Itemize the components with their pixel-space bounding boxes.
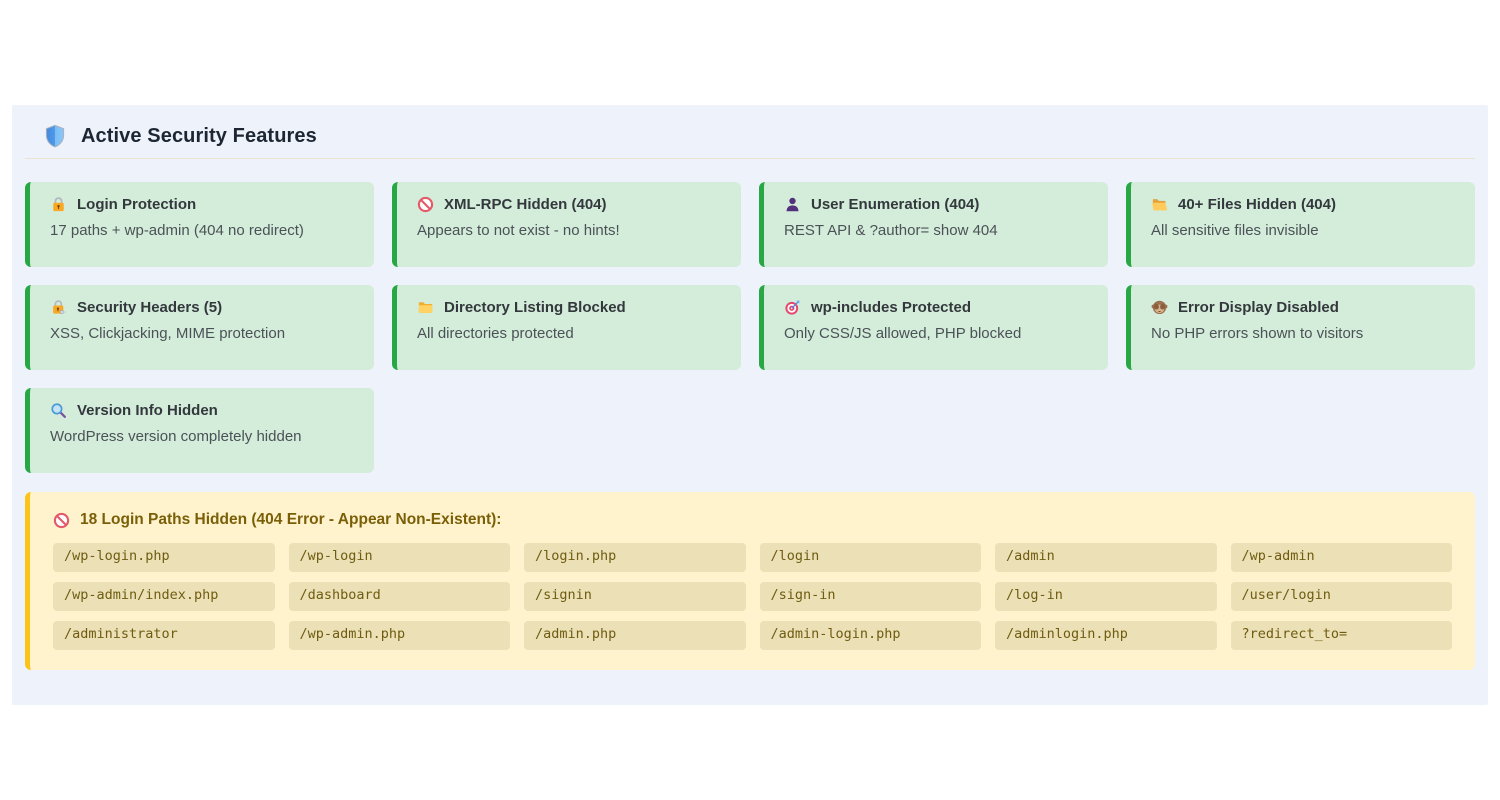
feature-card-subtitle: REST API & ?author= show 404 [784, 222, 998, 239]
path-chip: /dashboard [288, 582, 510, 611]
feature-card: 40+ Files Hidden (404) All sensitive fil… [1126, 182, 1475, 267]
feature-card: Directory Listing Blocked All directorie… [392, 285, 741, 370]
path-chip: /administrator [53, 621, 275, 650]
login-paths-section: 18 Login Paths Hidden (404 Error - Appea… [25, 492, 1475, 670]
feature-card-title: Directory Listing Blocked [444, 299, 626, 316]
feature-card: Login Protection 17 paths + wp-admin (40… [25, 182, 374, 267]
prohibited-icon [417, 196, 434, 213]
feature-card-title: 40+ Files Hidden (404) [1178, 196, 1336, 213]
target-icon [784, 299, 801, 316]
feature-card: Version Info Hidden WordPress version co… [25, 388, 374, 473]
feature-card-title: wp-includes Protected [811, 299, 972, 316]
path-chip: /admin-login.php [759, 621, 981, 650]
shield-icon [43, 124, 67, 148]
feature-card-subtitle: XSS, Clickjacking, MIME protection [50, 325, 286, 342]
security-panel: Active Security Features Login Protectio… [12, 105, 1488, 705]
feature-card-subtitle: Appears to not exist - no hints! [417, 222, 620, 239]
feature-card-title: Login Protection [77, 196, 197, 213]
page-title: Active Security Features [81, 124, 317, 147]
open-folder-icon [1151, 196, 1168, 213]
feature-card-subtitle: 17 paths + wp-admin (404 no redirect) [50, 222, 304, 239]
path-chip: /log-in [995, 582, 1217, 611]
feature-card-title: Error Display Disabled [1178, 299, 1339, 316]
path-chip: /signin [524, 582, 746, 611]
feature-card-subtitle: Only CSS/JS allowed, PHP blocked [784, 325, 1022, 342]
path-chip: /wp-admin [1230, 543, 1452, 572]
user-icon [784, 196, 801, 213]
feature-card: Error Display Disabled No PHP errors sho… [1126, 285, 1475, 370]
feature-card: wp-includes Protected Only CSS/JS allowe… [759, 285, 1108, 370]
lock-key-icon [50, 299, 67, 316]
feature-card: Security Headers (5) XSS, Clickjacking, … [25, 285, 374, 370]
path-chip: /login [759, 543, 981, 572]
path-chip: /sign-in [759, 582, 981, 611]
feature-card-title: Version Info Hidden [77, 402, 218, 419]
feature-card-title: Security Headers (5) [77, 299, 223, 316]
feature-card-subtitle: WordPress version completely hidden [50, 428, 302, 445]
folder-icon [417, 299, 434, 316]
path-chip: /user/login [1230, 582, 1452, 611]
login-paths-header: 18 Login Paths Hidden (404 Error - Appea… [53, 511, 1452, 529]
login-paths-grid: /wp-login.php /wp-login /login.php /logi… [53, 543, 1452, 650]
path-chip: /adminlogin.php [995, 621, 1217, 650]
feature-card-subtitle: No PHP errors shown to visitors [1151, 325, 1364, 342]
path-chip: /wp-admin.php [288, 621, 510, 650]
lock-icon [50, 196, 67, 213]
feature-card: XML-RPC Hidden (404) Appears to not exis… [392, 182, 741, 267]
path-chip: /wp-admin/index.php [53, 582, 275, 611]
search-icon [50, 402, 67, 419]
feature-cards-grid: Login Protection 17 paths + wp-admin (40… [25, 182, 1475, 473]
path-chip: /admin [995, 543, 1217, 572]
path-chip: /admin.php [524, 621, 746, 650]
path-chip: ?redirect_to= [1230, 621, 1452, 650]
panel-header: Active Security Features [25, 123, 1475, 159]
monkey-icon [1151, 299, 1168, 316]
feature-card-subtitle: All directories protected [417, 325, 574, 342]
path-chip: /wp-login.php [53, 543, 275, 572]
login-paths-title: 18 Login Paths Hidden (404 Error - Appea… [80, 511, 502, 528]
path-chip: /login.php [524, 543, 746, 572]
feature-card-title: XML-RPC Hidden (404) [444, 196, 607, 213]
path-chip: /wp-login [288, 543, 510, 572]
feature-card-title: User Enumeration (404) [811, 196, 980, 213]
feature-card-subtitle: All sensitive files invisible [1151, 222, 1319, 239]
feature-card: User Enumeration (404) REST API & ?autho… [759, 182, 1108, 267]
prohibited-icon [53, 512, 70, 529]
